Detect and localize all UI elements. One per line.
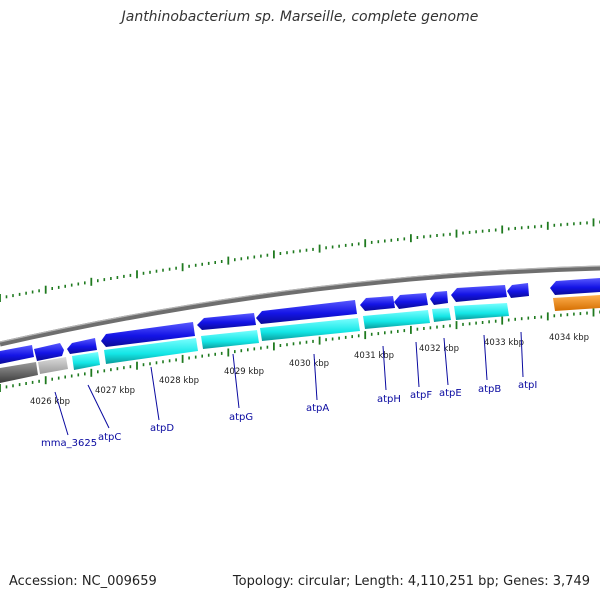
ruler-label: 4027 kbp [95, 386, 135, 396]
leader-line [54, 391, 69, 436]
gene-feature[interactable] [432, 308, 451, 322]
gene-leader-lines [54, 331, 524, 436]
gene-feature-rna[interactable] [553, 295, 600, 311]
gene-feature[interactable] [0, 345, 34, 364]
accession-text: Accession: NC_009659 [9, 574, 157, 589]
outer-tick-track [0, 218, 600, 302]
gene-label[interactable]: atpC [98, 432, 121, 443]
gene-feature[interactable] [256, 300, 357, 324]
gene-feature[interactable] [72, 352, 100, 370]
gene-label[interactable]: atpH [377, 394, 401, 405]
ruler-label: 4031 kbp [354, 351, 394, 361]
gene-feature[interactable] [507, 283, 529, 298]
genome-summary-text: Topology: circular; Length: 4,110,251 bp… [232, 574, 590, 589]
gene-feature[interactable] [430, 291, 448, 305]
gene-feature[interactable] [201, 330, 259, 349]
leader-line [483, 334, 488, 381]
gene-feature[interactable] [197, 313, 256, 330]
ruler-label: 4026 kbp [30, 397, 70, 407]
genome-backbone-highlight [0, 265, 600, 343]
gene-label[interactable]: atpF [410, 390, 432, 401]
gene-feature[interactable] [550, 278, 600, 295]
gene-feature-pseudo[interactable] [38, 357, 68, 374]
leader-line [87, 384, 110, 429]
genome-backbone [0, 265, 600, 347]
gene-feature[interactable] [34, 343, 64, 361]
gene-feature[interactable] [363, 310, 430, 329]
gene-feature[interactable] [67, 338, 97, 354]
ruler-label: 4030 kbp [289, 359, 329, 369]
gene-labels: mma_3625 atpC atpD atpG atpA atpH atpF a… [41, 380, 537, 449]
ruler-label: 4028 kbp [159, 376, 199, 386]
gene-label[interactable]: atpB [478, 384, 501, 395]
gene-label[interactable]: atpD [150, 423, 174, 434]
leader-line [382, 345, 387, 391]
leader-line [520, 331, 524, 378]
ruler-label: 4032 kbp [419, 344, 459, 354]
leader-line [443, 337, 449, 386]
leader-line [313, 353, 318, 401]
gene-feature[interactable] [260, 318, 360, 341]
forward-strand-track [0, 278, 600, 364]
map-title: Janthinobacterium sp. Marseille, complet… [121, 9, 479, 25]
gene-label[interactable]: atpE [439, 388, 462, 399]
ruler-label: 4029 kbp [224, 367, 264, 377]
gene-label[interactable]: atpG [229, 412, 253, 423]
gene-label[interactable]: atpI [518, 380, 537, 391]
ruler-labels: 4026 kbp 4027 kbp 4028 kbp 4029 kbp 4030… [30, 333, 589, 407]
leader-line [150, 366, 160, 421]
gene-feature[interactable] [394, 293, 428, 309]
gene-feature[interactable] [360, 296, 395, 311]
gene-label[interactable]: atpA [306, 403, 329, 414]
leader-line [232, 353, 240, 409]
reverse-strand-track [0, 295, 600, 383]
gene-feature[interactable] [451, 285, 507, 302]
gene-label[interactable]: mma_3625 [41, 438, 97, 449]
gene-feature[interactable] [101, 322, 195, 347]
inner-tick-track [0, 308, 600, 392]
gene-feature[interactable] [454, 303, 509, 320]
ruler-label: 4034 kbp [549, 333, 589, 343]
gene-feature-dark[interactable] [0, 362, 38, 383]
gene-feature[interactable] [104, 338, 198, 364]
ruler-label: 4033 kbp [484, 338, 524, 348]
leader-line [415, 341, 420, 388]
